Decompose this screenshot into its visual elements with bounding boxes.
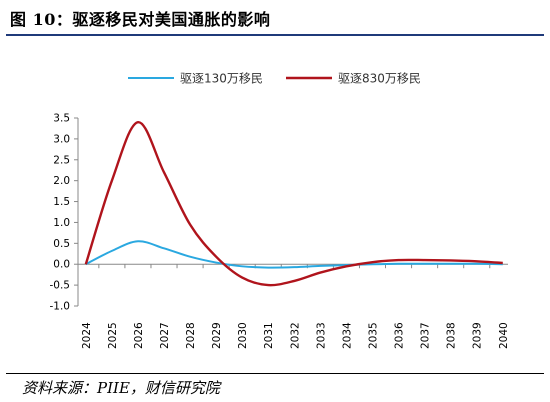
y-tick-label: 0.5 [53, 238, 70, 250]
x-tick-label: 2038 [446, 322, 458, 349]
source-divider [6, 373, 544, 374]
y-tick-label: 2.0 [53, 175, 70, 187]
title-divider [6, 34, 544, 36]
y-tick-label: 3.0 [53, 133, 70, 145]
x-tick-label: 2029 [211, 322, 223, 349]
y-tick-label: -0.5 [50, 280, 71, 292]
x-tick-label: 2039 [472, 322, 484, 349]
x-tick-label: 2025 [107, 322, 119, 349]
y-tick-label: 2.5 [53, 154, 70, 166]
line-chart: 驱逐130万移民 驱逐830万移民 -1.0 -0.5 0.0 0.5 1.0 1.5 2.0… [50, 72, 510, 350]
y-tick-label: 1.5 [53, 196, 70, 208]
x-tick-label: 2028 [185, 322, 197, 349]
x-axis: 2024 2025 2026 2027 2028 2029 2030 2031 2032 2033… [78, 263, 510, 349]
x-tick-label: 2035 [367, 322, 379, 349]
y-tick-label: 1.0 [53, 217, 70, 229]
x-tick-label: 2033 [315, 322, 327, 349]
x-tick-label: 2030 [237, 322, 249, 349]
series-line-1 [85, 240, 503, 269]
y-axis: -1.0 -0.5 0.0 0.5 1.0 1.5 2.0 2.5 3.0 3.5 [50, 113, 79, 313]
y-tick-label: 0.0 [53, 259, 70, 271]
legend-label-2: 驱逐830万移民 [338, 72, 421, 86]
x-tick-label: 2040 [498, 322, 510, 349]
x-tick-label: 2024 [81, 322, 93, 349]
figure-title: 图 10：驱逐移民对美国通胀的影响 [10, 10, 271, 29]
x-tick-label: 2037 [420, 322, 432, 349]
series-line-2 [84, 120, 503, 287]
chart-legend: 驱逐130万移民 驱逐830万移民 [128, 72, 421, 86]
x-tick-label: 2026 [133, 322, 145, 349]
x-tick-label: 2036 [394, 322, 406, 349]
series-lines [84, 120, 503, 287]
x-tick-label: 2027 [159, 322, 171, 349]
x-tick-label: 2032 [289, 322, 301, 349]
legend-label-1: 驱逐130万移民 [180, 72, 263, 86]
y-tick-label: 3.5 [53, 113, 70, 125]
x-tick-label: 2031 [263, 322, 275, 349]
y-tick-label: -1.0 [50, 301, 71, 313]
x-tick-label: 2034 [341, 322, 353, 349]
source-note: 资料来源：PIIE，财信研究院 [22, 379, 220, 397]
